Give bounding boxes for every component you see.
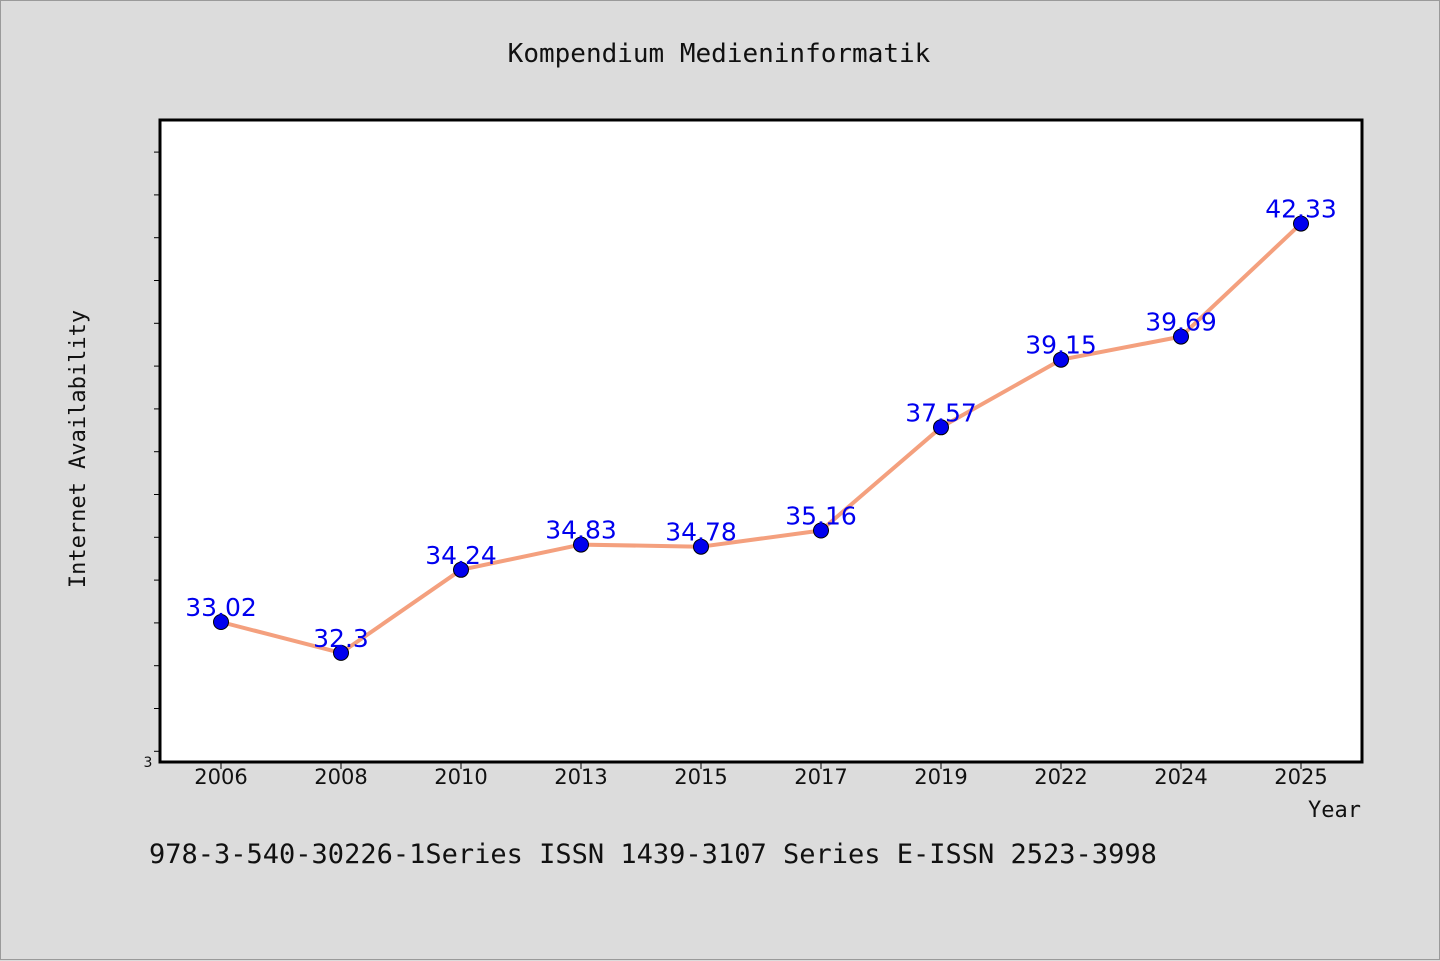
data-point	[1173, 328, 1189, 345]
x-tick-label: 2019	[914, 765, 967, 789]
data-point	[213, 614, 229, 630]
data-label: 34.24	[425, 541, 497, 570]
x-tick-label: 2010	[434, 765, 487, 789]
x-tick-label: 2013	[554, 765, 607, 789]
series-line	[220, 222, 1303, 655]
x-tick-label: 2022	[1034, 765, 1087, 789]
x-tick-label: 2025	[1274, 765, 1327, 789]
data-point	[333, 644, 349, 661]
data-label: 42.33	[1265, 195, 1337, 224]
data-label: 37.57	[905, 398, 977, 427]
data-point	[933, 419, 949, 436]
footer-isbn-issn: 978-3-540-30226-1Series ISSN 1439-3107 S…	[149, 839, 1157, 870]
data-label: 34.83	[545, 516, 617, 545]
chart-title: Kompendium Medieninformatik	[508, 39, 931, 69]
data-markers	[213, 215, 1309, 661]
data-label: 39.15	[1025, 331, 1097, 360]
x-tick-label: 2006	[194, 765, 247, 789]
x-tick-label: 2008	[314, 765, 367, 789]
y-axis-ticks	[154, 151, 160, 752]
data-point	[1293, 215, 1309, 232]
data-point	[453, 561, 469, 578]
y-axis-min-label: 3	[144, 755, 153, 771]
data-labels: 33.02 32.3 34.24 34.83 34.78 35.16 37.57 39.15 3…	[185, 195, 1337, 653]
data-point	[1053, 351, 1069, 368]
data-label: 34.78	[665, 518, 737, 547]
data-point	[813, 522, 829, 539]
x-axis-ticks	[220, 762, 1302, 769]
data-label: 32.3	[313, 624, 369, 653]
data-label: 39.69	[1145, 308, 1217, 337]
data-point	[693, 538, 709, 555]
x-tick-label: 2024	[1154, 765, 1207, 789]
x-tick-label: 2015	[674, 765, 727, 789]
x-axis-tick-labels: 2006 2008 2010 2013 2015 2017 2019 2022 2024 2025	[194, 765, 1327, 789]
data-label: 35.16	[785, 502, 857, 531]
plot-area	[158, 118, 1364, 764]
x-axis-label: Year	[1308, 798, 1361, 823]
x-tick-label: 2017	[794, 765, 847, 789]
data-point	[573, 536, 589, 553]
y-axis-label: Internet Availability	[66, 310, 91, 588]
data-label: 33.02	[185, 593, 257, 622]
